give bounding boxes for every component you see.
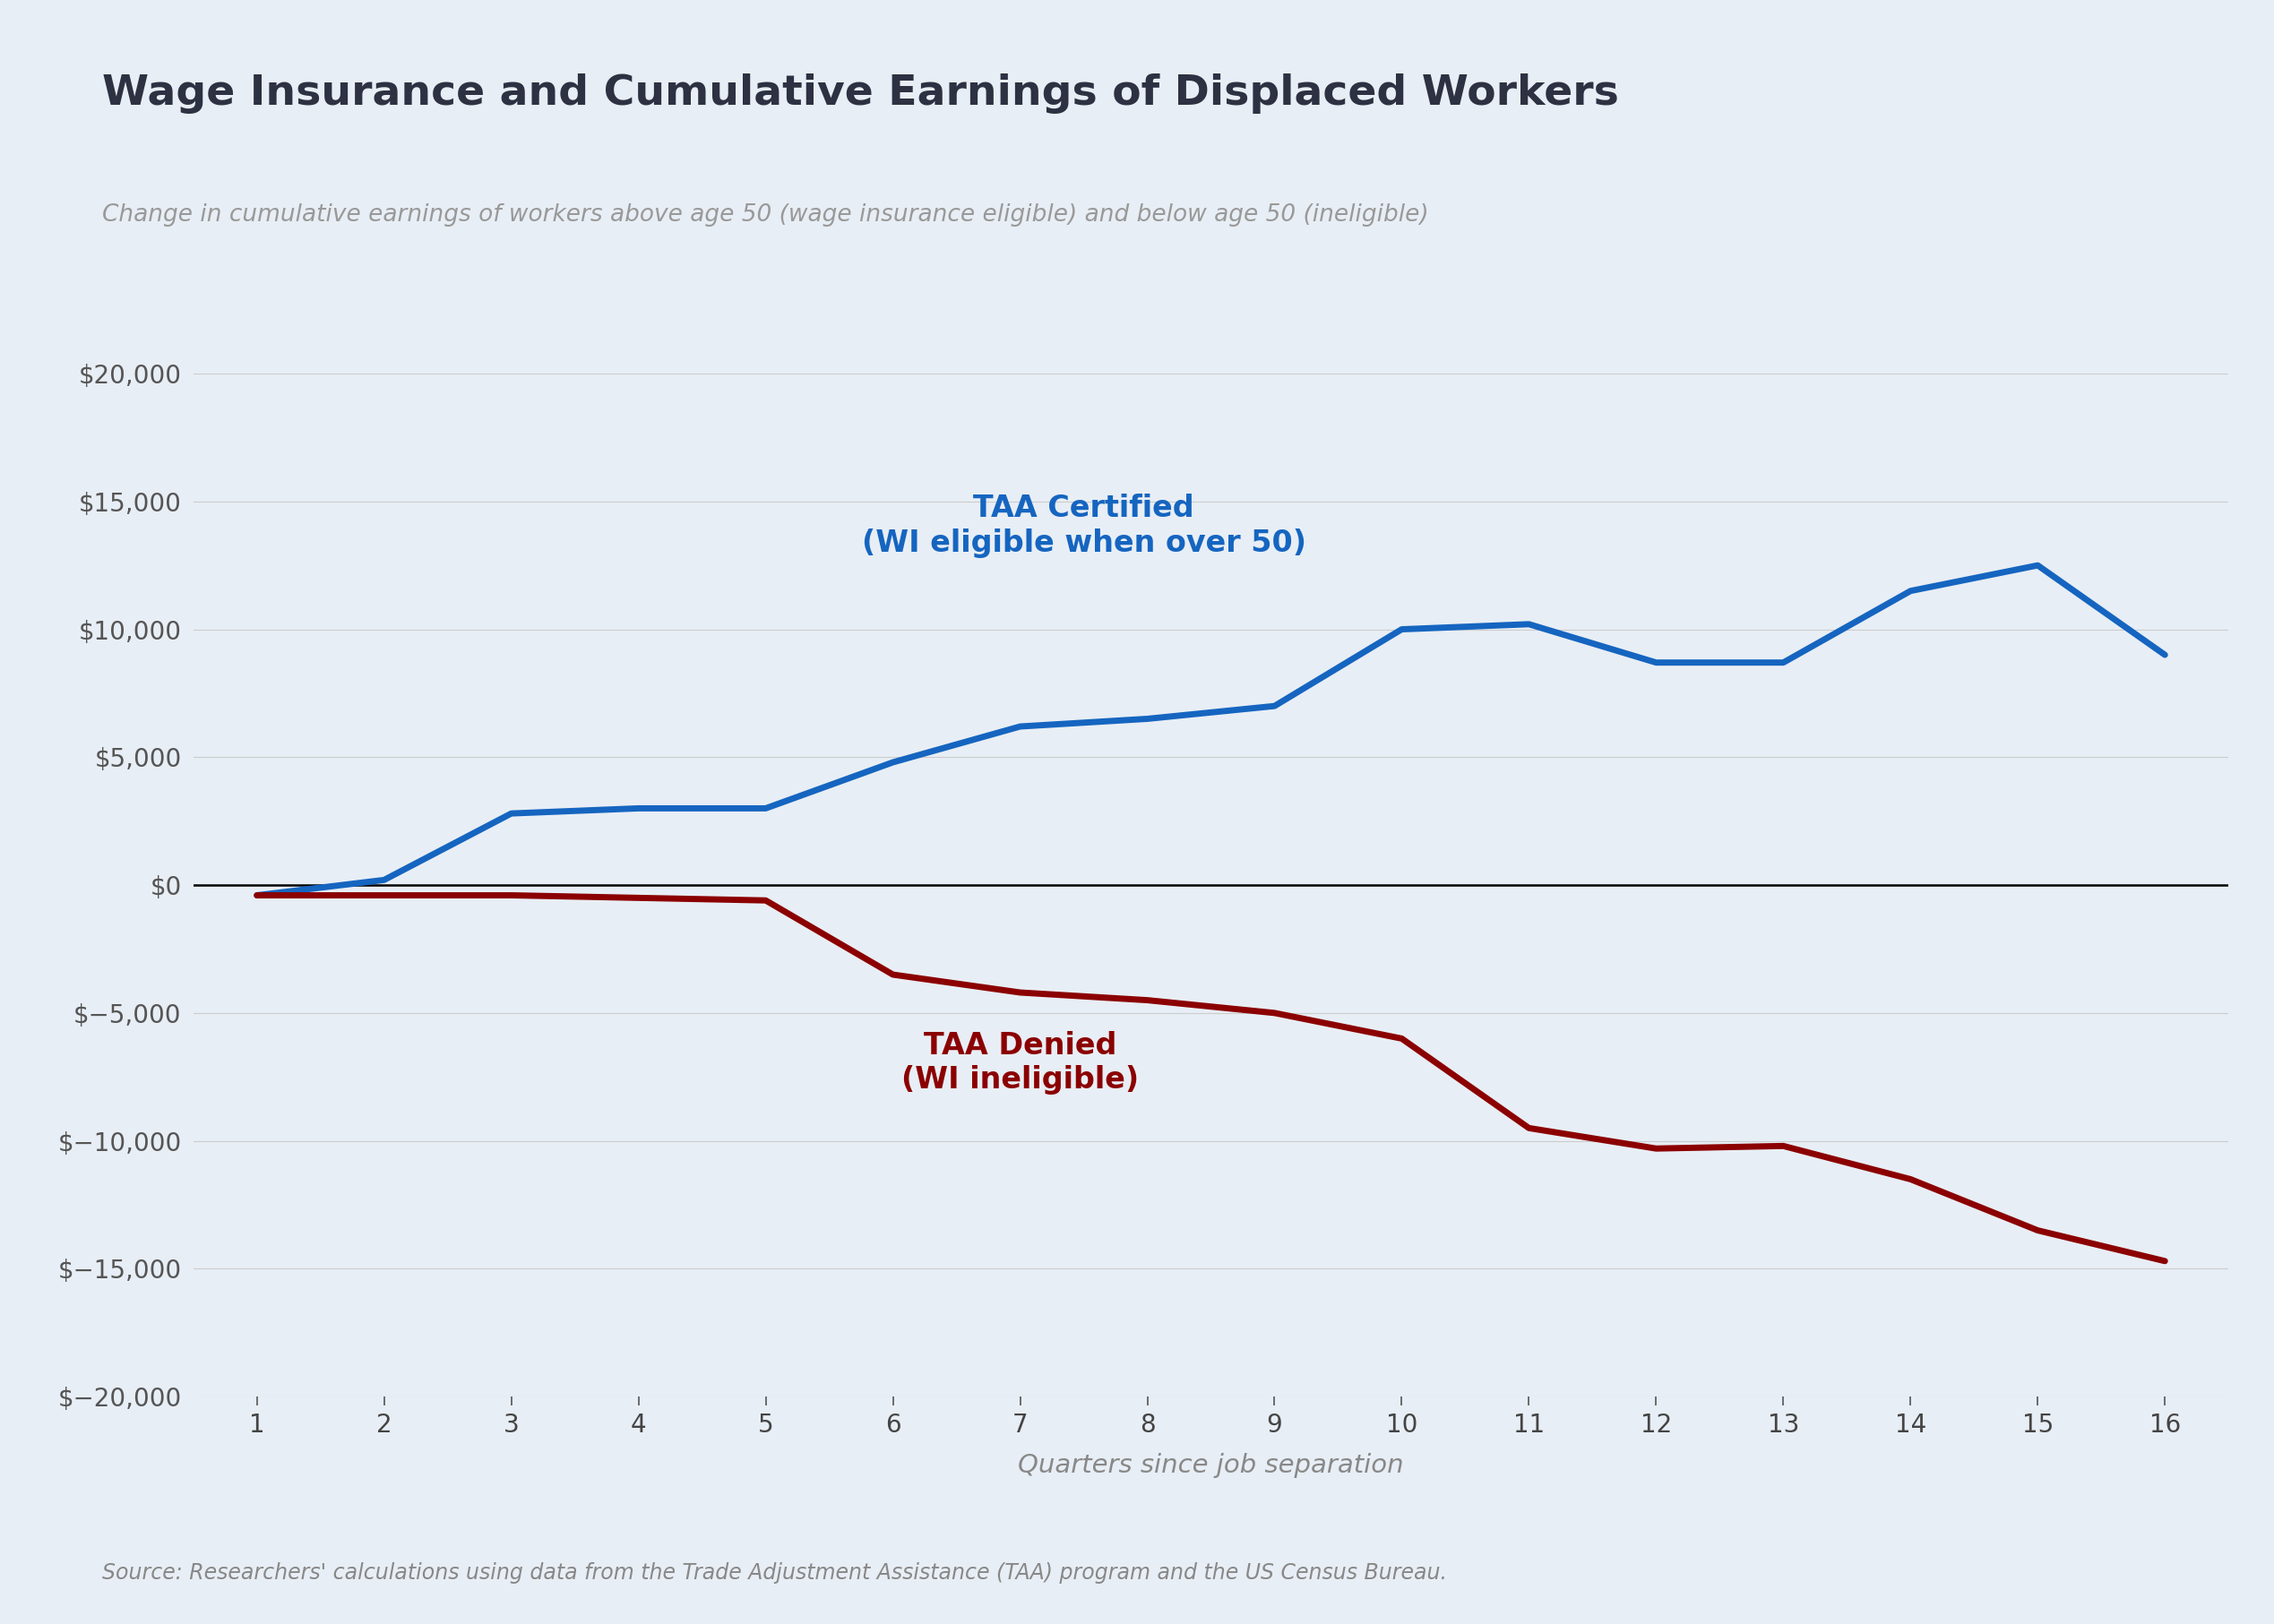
Text: Wage Insurance and Cumulative Earnings of Displaced Workers: Wage Insurance and Cumulative Earnings o… (102, 73, 1619, 114)
Text: TAA Denied
(WI ineligible): TAA Denied (WI ineligible) (901, 1031, 1139, 1095)
Text: Source: Researchers' calculations using data from the Trade Adjustment Assistanc: Source: Researchers' calculations using … (102, 1562, 1446, 1583)
X-axis label: Quarters since job separation: Quarters since job separation (1019, 1453, 1403, 1478)
Text: Change in cumulative earnings of workers above age 50 (wage insurance eligible) : Change in cumulative earnings of workers… (102, 203, 1428, 226)
Text: TAA Certified
(WI eligible when over 50): TAA Certified (WI eligible when over 50) (862, 494, 1305, 557)
